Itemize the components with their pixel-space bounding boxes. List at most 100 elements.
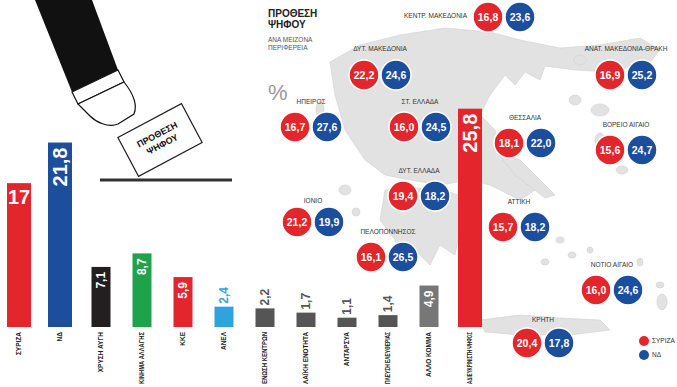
region-bubble <box>627 135 657 165</box>
region-label: ΗΠΕΙΡΟΣ <box>297 98 326 105</box>
region-bubble <box>505 2 535 32</box>
region-label: ΝΟΤΙΟ ΑΙΓΑΙΟ <box>591 261 633 268</box>
map-land <box>316 28 667 335</box>
island <box>616 166 628 174</box>
island <box>591 104 609 116</box>
data-label: 2,2 <box>258 288 272 305</box>
land <box>480 315 610 335</box>
card-text: ΠΡΟΘΕΣΗΨΗΦΟΥ <box>135 120 184 159</box>
region-bubble <box>349 60 379 90</box>
subtitle: ΑΝΑ ΜΕΙΖΟΝΑΠΕΡΙΦΕΡΕΙΑ <box>268 36 313 51</box>
legend-swatch <box>639 350 649 360</box>
island <box>568 252 576 258</box>
category-label: ΕΝΩΣΗ ΚΕΝΤΡΩΝ <box>261 332 268 384</box>
region-bubble <box>595 60 625 90</box>
data-label: 22,0 <box>531 137 552 149</box>
bar <box>256 308 275 327</box>
data-label: 21,2 <box>287 216 308 228</box>
region-bubble <box>520 212 550 242</box>
subtitle-line: ΠΕΡΙΦΕΡΕΙΑ <box>268 44 308 51</box>
region-bubble <box>280 112 310 142</box>
category-label: ΚΙΝΗΜΑ ΑΛΛΑΓΗΣ <box>138 332 145 384</box>
data-label: 1,7 <box>299 293 313 310</box>
background <box>0 0 677 387</box>
data-label: 20,4 <box>517 337 538 349</box>
bar <box>379 315 398 327</box>
data-label: 4,9 <box>422 290 436 307</box>
region-bubble <box>627 60 657 90</box>
region-bubble <box>312 112 342 142</box>
region-label: ΑΤΤΙΚΗ <box>508 198 531 205</box>
region-bubble <box>421 112 451 142</box>
region-bubble <box>488 212 518 242</box>
infographic: ΠΡΟΘΕΣΗΨΗΦΟΥΠΡΟΘΕΣΗΨΗΦΟΥΑΝΑ ΜΕΙΖΟΝΑΠΕΡΙΦ… <box>0 0 677 387</box>
ballot-slot <box>100 179 232 182</box>
data-label: 7,1 <box>94 272 108 289</box>
legend-label: ΣΥΡΙΖΑ <box>652 337 675 344</box>
data-label: 17 <box>8 186 30 208</box>
region-bubble <box>388 181 418 211</box>
region-label: ΠΕΛΟΠΟΝΝΗΣΟΣ <box>360 228 415 235</box>
data-label: 21,8 <box>49 148 71 187</box>
data-label: 16,0 <box>586 284 607 296</box>
land <box>330 28 660 200</box>
category-label: ΑΔΙΕΥΚΡΙΝΙΣΤΗ ΨΗΦΟΣ <box>466 332 473 384</box>
island <box>569 95 581 105</box>
ballot-card: ΠΡΟΘΕΣΗΨΗΦΟΥ <box>118 104 202 177</box>
data-label: 1,1 <box>340 298 354 315</box>
region-bubble <box>381 60 411 90</box>
data-label: 16,1 <box>361 251 382 263</box>
region-label: ΑΝΑΤ. ΜΑΚΕΔΟΝΙΑ-ΘΡΑΚΗ <box>585 45 668 52</box>
region-label: ΚΕΝΤΡ. ΜΑΚΕΔΟΝΙΑ <box>404 12 468 19</box>
data-label: 5,9 <box>176 282 190 299</box>
title-line: ΠΡΟΘΕΣΗ <box>268 8 317 19</box>
category-label: ΧΡΥΣΗ ΑΥΓΗ <box>97 332 104 373</box>
island <box>541 259 549 265</box>
region-bubble <box>581 275 611 305</box>
bar <box>420 286 439 327</box>
island <box>352 208 360 216</box>
data-label: 24,6 <box>618 284 639 296</box>
island <box>656 282 664 288</box>
legend-label: ΝΔ <box>652 351 662 358</box>
region-label: ΚΡΗΤΗ <box>532 316 554 323</box>
bars <box>7 109 482 327</box>
bar <box>458 109 482 327</box>
data-label: 19,9 <box>319 216 340 228</box>
region-label: ΣΤ. ΕΛΛΑΔΑ <box>402 98 440 105</box>
island <box>339 185 351 195</box>
data-label: 1,4 <box>381 295 395 312</box>
data-label: 24,6 <box>386 69 407 81</box>
data-label: 16,0 <box>394 121 415 133</box>
bar-labels: 17ΣΥΡΙΖΑ21,8ΝΔ7,1ΧΡΥΣΗ ΑΥΓΗ8,7ΚΙΝΗΜΑ ΑΛΛ… <box>8 114 481 384</box>
region-label: ΒΟΡΕΙΟ ΑΙΓΑΙΟ <box>603 121 650 128</box>
data-label: 18,1 <box>499 137 520 149</box>
data-label: 16,8 <box>478 11 499 23</box>
region-bubble <box>512 328 542 358</box>
data-label: 15,7 <box>493 221 514 233</box>
category-label: ΛΑΪΚΗ ΕΝΟΤΗΤΑ <box>302 332 309 384</box>
category-label: ΝΔ <box>56 332 63 342</box>
bar <box>7 183 31 327</box>
data-label: 27,6 <box>317 121 338 133</box>
data-label: 22,2 <box>354 69 375 81</box>
category-label: ΑΝΤΑΡΣΥΑ <box>343 332 350 367</box>
region-label: ΔΥΤ. ΜΑΚΕΔΟΝΙΑ <box>353 45 407 52</box>
region-bubble <box>388 242 418 272</box>
region-bubble <box>420 181 450 211</box>
regions: ΚΕΝΤΡ. ΜΑΚΕΔΟΝΙΑ16,823,6ΔΥΤ. ΜΑΚΕΔΟΝΙΑ22… <box>280 2 668 358</box>
island <box>556 237 564 243</box>
data-label: 18,2 <box>425 190 446 202</box>
bar <box>48 143 72 327</box>
region-bubble <box>613 275 643 305</box>
island <box>657 294 667 310</box>
data-label: 19,4 <box>393 190 414 202</box>
bar <box>338 318 357 327</box>
data-label: 25,2 <box>632 69 653 81</box>
region-label: ΘΕΣΣΑΛΙΑ <box>509 114 542 121</box>
card-text-line: ΨΗΦΟΥ <box>145 132 180 157</box>
category-label: ΠΛΕΥΣΗ ΕΛΕΥΘΕΡΙΑΣ <box>384 332 391 384</box>
region-label: ΔΥΤ. ΕΛΛΑΔΑ <box>398 167 440 174</box>
region-bubble <box>314 207 344 237</box>
subtitle-line: ΑΝΑ ΜΕΙΖΟΝΑ <box>268 36 313 43</box>
